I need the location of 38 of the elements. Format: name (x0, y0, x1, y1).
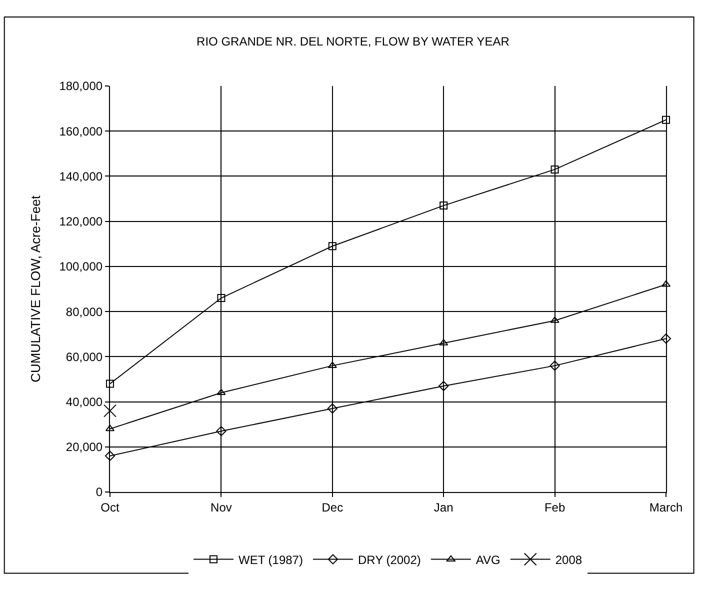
point (550, 360, 560, 371)
x-tick-label: March (649, 500, 683, 514)
point (438, 380, 449, 392)
point (550, 165, 559, 174)
legend-label: 2008 (555, 552, 582, 567)
y-tick-label: 140,000 (59, 169, 103, 184)
legend-label: WET (1987) (238, 552, 303, 567)
point (216, 388, 226, 396)
x-tick-label: Dec (322, 500, 344, 514)
y-tick-label: 40,000 (66, 394, 103, 409)
point (660, 334, 672, 344)
y-tick-label: 100,000 (59, 260, 103, 274)
point (440, 202, 448, 210)
y-tick-label: 20,000 (66, 440, 103, 454)
point (662, 116, 670, 124)
y-tick-label: 0 (96, 485, 103, 500)
chart-title: RIO GRANDE NR. DEL NORTE, FLOW BY WATER YEAR (196, 34, 510, 49)
y-tick-label: 60,000 (66, 350, 103, 364)
y-tick-label: 180,000 (59, 79, 103, 94)
x-tick-label: Jan (434, 500, 454, 514)
y-tick-label: 120,000 (59, 214, 103, 229)
legend-label: DRY (2002) (358, 552, 421, 567)
point (661, 280, 671, 287)
y-tick-label: 80,000 (66, 304, 103, 319)
point (106, 380, 114, 388)
x-tick-label: Oct (100, 500, 120, 514)
point (104, 450, 116, 461)
x-tick-label: Feb (544, 500, 566, 514)
x-tick-label: Nov (210, 500, 232, 514)
point (328, 242, 336, 250)
y-axis-title: CUMULATIVE FLOW, Acre-Feet (28, 195, 44, 382)
y-tick-label: 160,000 (59, 124, 103, 138)
point (104, 404, 116, 418)
point (105, 424, 115, 432)
point (327, 403, 338, 414)
legend-label: AVG (476, 552, 500, 567)
point (217, 294, 226, 302)
point (216, 426, 226, 436)
